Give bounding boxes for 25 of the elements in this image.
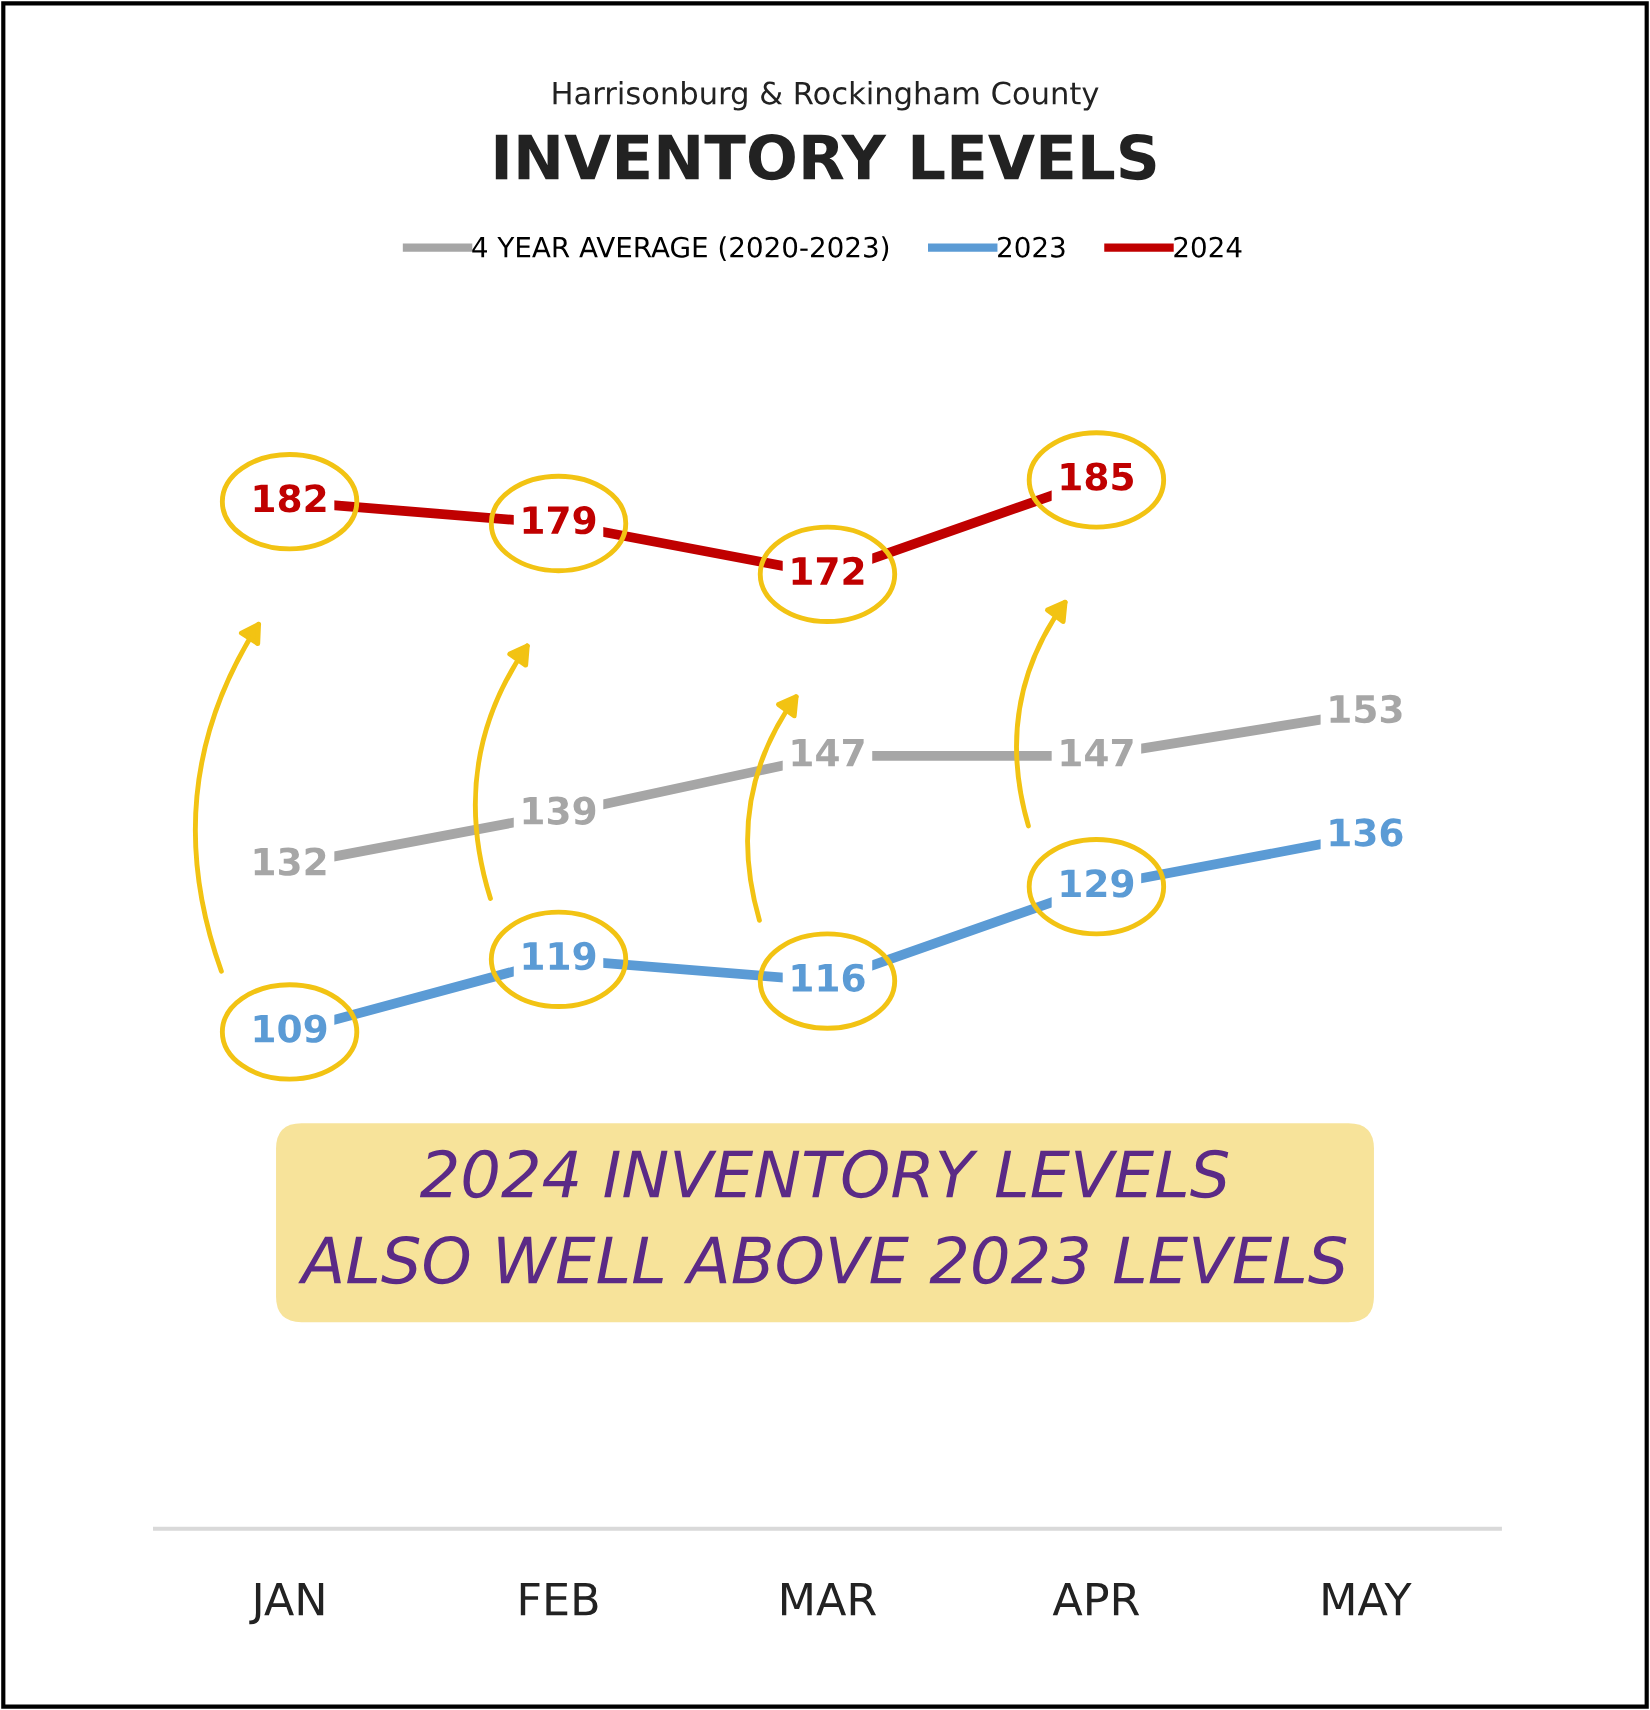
x-tick-label: JAN — [249, 1582, 324, 1625]
data-label: 136 — [1330, 818, 1403, 847]
legend-label: 2023 — [998, 236, 1065, 258]
chart-subtitle: Harrisonburg & Rockingham County — [553, 80, 1099, 111]
data-label: 129 — [1061, 869, 1134, 898]
data-label: 109 — [254, 1014, 327, 1043]
legend-label: 2024 — [1174, 236, 1242, 258]
legend-label: 4 YEAR AVERAGE (2020-2023) — [472, 236, 889, 261]
data-label: 179 — [523, 506, 596, 535]
x-tick-label: APR — [1052, 1582, 1140, 1616]
x-tick-label: MAY — [1323, 1582, 1412, 1616]
text: 2024 INVENTORY LEVELS ALSO WELL ABOVE 2023 LEVELS — [298, 1149, 1347, 1285]
chart-title: INVENTORY LEVELS — [495, 133, 1156, 181]
data-label: 147 — [792, 738, 864, 767]
data-label: 153 — [1330, 694, 1402, 724]
data-label: 119 — [523, 941, 596, 971]
x-tick-label: FEB — [520, 1582, 598, 1616]
data-label: 185 — [1061, 462, 1133, 491]
data-label: 116 — [792, 963, 865, 992]
data-label: 182 — [254, 484, 326, 513]
data-label: 172 — [792, 556, 864, 585]
data-label: 139 — [523, 796, 596, 825]
data-label: 147 — [1061, 738, 1133, 767]
x-tick-label: MAR — [782, 1582, 877, 1616]
data-label: 132 — [254, 847, 326, 876]
